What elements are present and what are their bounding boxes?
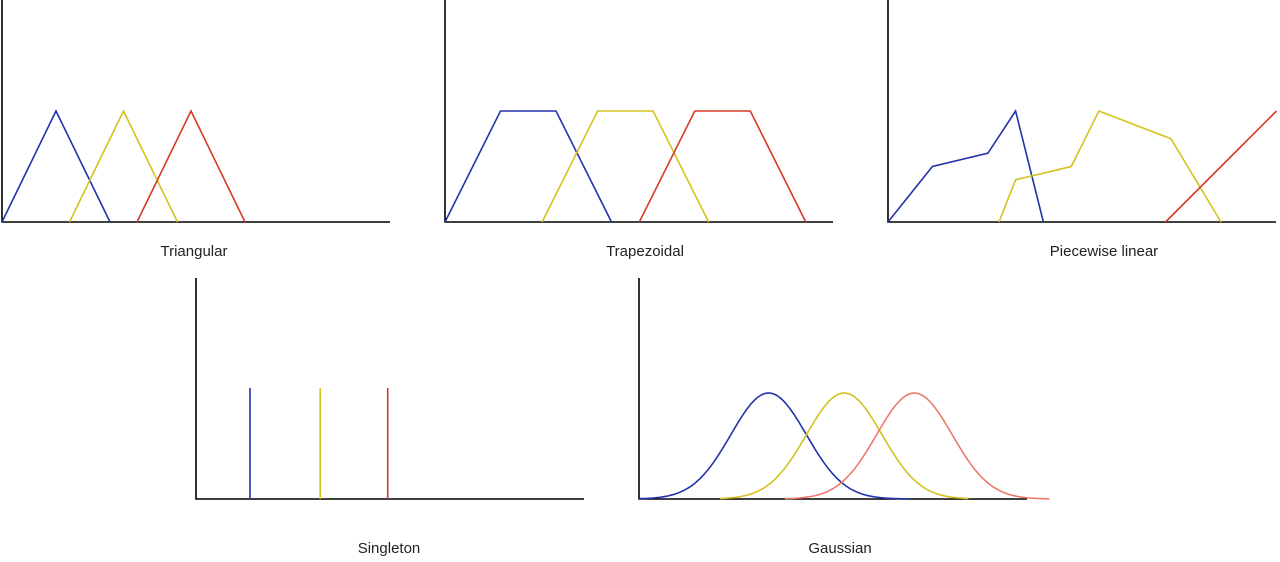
gaussian-curve-yellow: [719, 392, 969, 500]
panel-singleton: Singleton: [195, 278, 584, 557]
axes-singleton: [195, 278, 584, 500]
caption-trapezoidal: Trapezoidal: [606, 243, 684, 260]
triangular-curve-blue: [1, 109, 111, 223]
triangular-curve-red: [136, 109, 246, 223]
caption-singleton: Singleton: [358, 540, 421, 557]
panel-piecewise-linear: Piecewise linear: [887, 0, 1278, 260]
piecewise-linear-curve-yellow: [998, 109, 1222, 223]
plot-triangular: [1, 109, 246, 223]
piecewise-linear-curve-blue: [887, 109, 1045, 223]
trapezoidal-curve-red: [638, 110, 807, 223]
gaussian-curve-salmon: [784, 392, 1050, 500]
piecewise-linear-curve-red: [1164, 110, 1278, 223]
axes-gaussian: [638, 278, 1027, 500]
plot-singleton: [249, 388, 389, 499]
panel-gaussian: Gaussian: [638, 278, 1050, 557]
caption-triangular: Triangular: [161, 243, 228, 260]
axes-triangular: [1, 0, 390, 223]
plot-piecewise-linear: [887, 109, 1278, 223]
axes-piecewise-linear: [887, 0, 1276, 223]
triangular-curve-yellow: [68, 109, 179, 223]
caption-gaussian: Gaussian: [808, 540, 871, 557]
panel-triangular: Triangular: [1, 0, 390, 260]
caption-piecewise-linear: Piecewise linear: [1050, 243, 1158, 260]
trapezoidal-curve-yellow: [541, 110, 710, 223]
gaussian-curve-blue: [638, 392, 909, 500]
panel-trapezoidal: Trapezoidal: [444, 0, 833, 260]
plot-trapezoidal: [444, 110, 807, 223]
plot-gaussian: [638, 392, 1050, 500]
trapezoidal-curve-blue: [444, 110, 613, 223]
